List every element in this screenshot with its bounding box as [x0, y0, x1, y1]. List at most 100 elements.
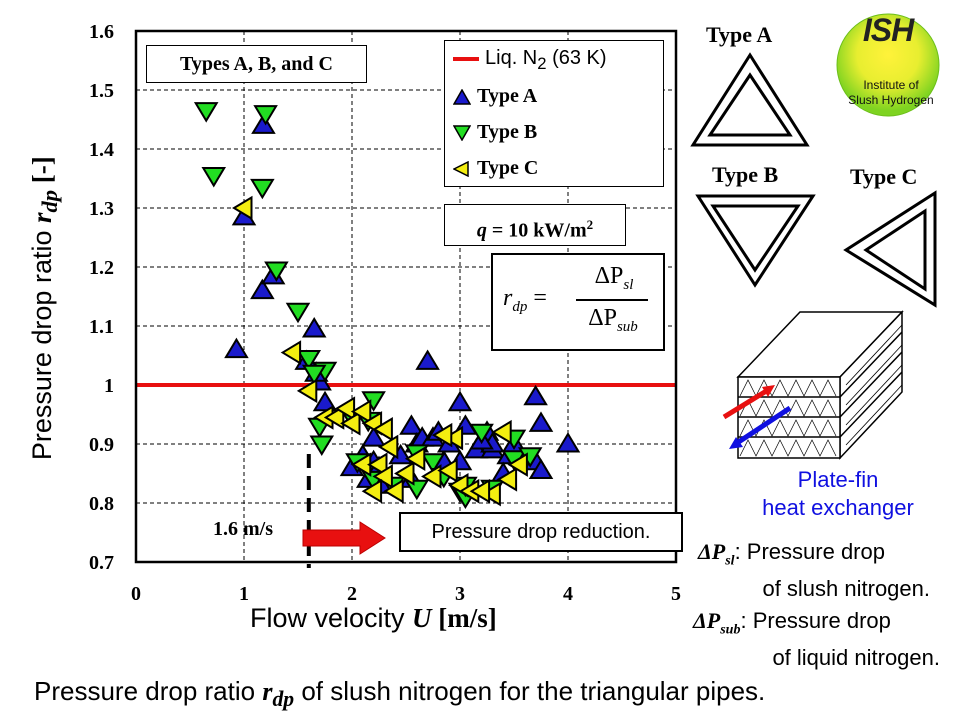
data-point-triangle-left [372, 416, 393, 442]
data-point-triangle-left [442, 425, 464, 451]
x-tick-label: 3 [455, 583, 465, 605]
x-tick-label: 1 [239, 583, 249, 605]
data-point-triangle-down [469, 423, 494, 445]
definition-delta-p-sl: ΔPsl: Pressure drop of slush nitrogen. [698, 539, 930, 602]
data-point-triangle-down [301, 364, 327, 386]
type-b-pipe-shape [695, 194, 816, 288]
triangle-down-marker-icon [452, 125, 472, 142]
data-point-triangle-up [250, 278, 275, 300]
type-c-label: Type C [850, 164, 918, 189]
fraction-bar [576, 299, 648, 301]
data-point-triangle-left [372, 464, 393, 489]
pressure-drop-reduction-label: Pressure drop reduction. [399, 512, 683, 552]
definition-delta-p-sub: ΔPsub: Pressure drop of liquid nitrogen. [693, 608, 940, 671]
tick-labels: 0 1 2 3 4 5 0.7 0.8 0.9 1 1.1 1.2 1.3 1.4 1.5 1.6 [89, 21, 681, 605]
threshold-label: 1.6 m/s [213, 518, 273, 540]
legend-item-type-a: Type A [452, 85, 537, 108]
data-point-triangle-left [469, 478, 491, 504]
data-point-triangle-up [312, 390, 338, 412]
hx-label-line-1: Plate-fin [797, 467, 879, 492]
data-point-triangle-down [296, 349, 322, 371]
ish-logo-subtitle: Institute of Slush Hydrogen [836, 78, 946, 108]
data-point-triangle-left [350, 399, 372, 424]
x-tick-label: 4 [563, 583, 573, 605]
legend-item-liq-n2: Liq. N2 (63 K) [453, 47, 607, 74]
data-point-triangle-left [383, 478, 404, 504]
plate-fin-heat-exchanger-illustration [736, 310, 904, 460]
legend-item-type-b: Type B [452, 121, 537, 144]
data-point-triangle-left [496, 467, 518, 492]
data-point-triangle-up [555, 432, 581, 453]
type-a-label: Type A [706, 22, 773, 47]
x-tick-label: 2 [347, 583, 357, 605]
triangle-up-marker-icon [452, 88, 472, 106]
heat-flux-annotation: q = 10 kW/m2 [444, 204, 626, 246]
plot-frame [134, 29, 678, 564]
data-point-triangle-down [420, 453, 446, 474]
data-point-triangle-left [394, 461, 415, 486]
y-tick-label: 1.5 [89, 80, 114, 102]
rdp-formula-box: rdp = ΔPsl ΔPsub [491, 253, 665, 351]
data-point-triangle-up [301, 317, 327, 338]
type-c-pipe-shape [843, 190, 937, 308]
hot-flow-arrow [722, 385, 775, 420]
data-point-triangle-up [224, 337, 249, 359]
data-point-triangle-up [251, 113, 276, 134]
legend-item-type-c: Type C [452, 157, 538, 180]
data-point-triangle-left [507, 452, 528, 477]
data-point-triangle-down [309, 435, 335, 456]
hx-label-line-2: heat exchanger [762, 495, 914, 520]
data-point-triangle-up [528, 411, 554, 432]
figure-caption: Pressure drop ratio rdp of slush nitroge… [34, 676, 766, 712]
x-tick-label: 5 [671, 583, 681, 605]
y-tick-label: 1 [104, 375, 114, 397]
data-point-triangle-left [334, 396, 356, 421]
type-a-pipe-shape [690, 52, 810, 147]
data-point-triangle-left [480, 481, 501, 507]
reduction-arrow [302, 521, 386, 555]
data-point-triangle-left [431, 422, 453, 448]
y-tick-label: 0.9 [89, 434, 114, 456]
y-axis-label: Pressure drop ratio rdp [-] [26, 156, 63, 461]
data-point-triangle-down [253, 105, 278, 126]
data-point-triangle-up [528, 458, 554, 480]
data-point-triangle-left [323, 405, 345, 430]
y-tick-label: 1.2 [89, 257, 114, 279]
data-point-triangle-down [193, 102, 219, 123]
data-points [193, 102, 581, 510]
formula-numerator: ΔPsl [594, 263, 634, 293]
formula-denominator: ΔPsub [588, 305, 638, 335]
data-point-triangle-down [361, 391, 386, 412]
cold-flow-arrow [729, 405, 792, 449]
data-point-triangle-down [201, 167, 227, 188]
data-point-triangle-down [264, 261, 289, 282]
data-point-triangle-down [285, 302, 311, 324]
type-b-label: Type B [712, 162, 779, 187]
formula-lhs: rdp = [503, 285, 547, 315]
data-point-triangle-down [250, 178, 275, 200]
logo-line-1: Institute of [863, 78, 919, 92]
y-tick-label: 1.6 [89, 21, 114, 43]
data-point-triangle-left [404, 446, 426, 472]
y-tick-label: 0.7 [89, 552, 114, 574]
data-point-triangle-left [280, 340, 302, 365]
y-tick-label: 1.1 [89, 316, 114, 338]
types-annotation-box: Types A, B, and C [146, 45, 367, 83]
data-point-triangle-left [296, 378, 318, 404]
data-point-triangle-left [377, 434, 399, 460]
data-point-triangle-down [404, 479, 430, 501]
data-point-triangle-up [447, 390, 473, 412]
ish-logo-text: ISH [862, 12, 914, 48]
data-point-triangle-up [415, 349, 440, 370]
data-point-triangle-left [340, 411, 361, 436]
x-tick-label: 0 [131, 583, 141, 605]
data-point-triangle-left [421, 464, 442, 489]
ish-logo-circle [836, 13, 940, 117]
data-point-triangle-up [399, 414, 424, 435]
legend-line-swatch [453, 56, 479, 61]
heat-exchanger-label: Plate-fin heat exchanger [718, 466, 958, 522]
logo-line-2: Slush Hydrogen [848, 93, 934, 107]
y-tick-label: 1.3 [89, 198, 114, 220]
triangle-left-marker-icon [452, 161, 469, 178]
